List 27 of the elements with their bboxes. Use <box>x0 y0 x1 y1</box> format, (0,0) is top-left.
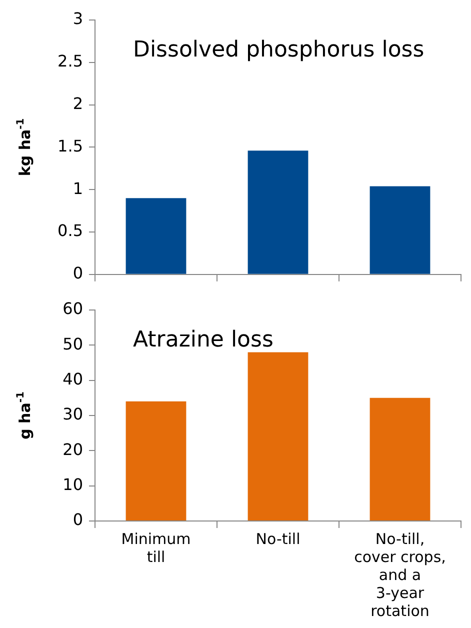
y-tick-label: 1.5 <box>58 136 83 156</box>
y-tick-label: 1 <box>72 178 83 198</box>
bar <box>370 186 430 274</box>
bar <box>248 150 308 274</box>
y-tick-label: 0 <box>72 510 83 530</box>
y-axis-title: kg ha-1 <box>16 118 34 176</box>
y-tick-label: 20 <box>62 440 83 459</box>
y-tick-label: 2.5 <box>58 52 83 71</box>
bar <box>248 352 308 520</box>
y-tick-label: 0.5 <box>58 221 83 240</box>
y-tick-label: 60 <box>62 299 83 318</box>
bar <box>126 198 186 274</box>
bar <box>370 398 430 520</box>
y-tick-label: 10 <box>62 474 83 494</box>
x-tick-label: Minimum till <box>121 530 191 566</box>
bar <box>126 401 186 520</box>
y-tick-label: 2 <box>72 94 83 113</box>
y-tick-label: 3 <box>72 9 83 28</box>
y-axis-title: g ha-1 <box>16 392 34 440</box>
y-tick-label: 0 <box>72 264 83 283</box>
x-tick-label: No-till, cover crops, and a 3-year rotation <box>354 530 446 620</box>
x-tick-label: No-till <box>256 530 300 548</box>
y-tick-label: 30 <box>62 404 83 424</box>
y-tick-label: 50 <box>62 334 83 354</box>
text: Atrazine loss <box>133 328 274 353</box>
text: Dissolved phosphorus loss <box>133 38 424 63</box>
y-tick-label: 40 <box>62 369 83 388</box>
